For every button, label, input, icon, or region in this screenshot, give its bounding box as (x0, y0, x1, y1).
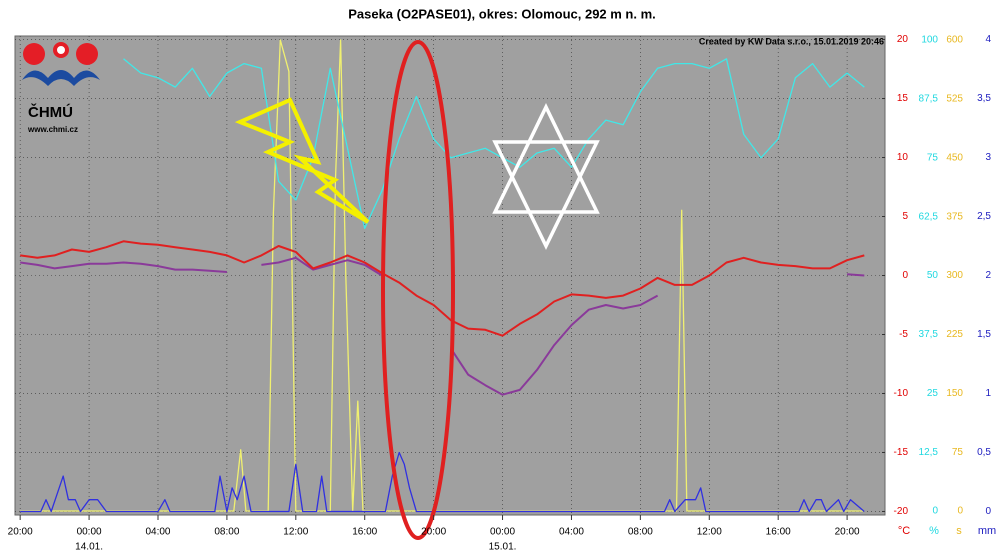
x-tick-label: 16:00 (766, 527, 791, 538)
y-tick-label: 25 (927, 388, 939, 399)
logo-name: ČHMÚ (28, 103, 73, 121)
axis-unit: mm (978, 525, 996, 537)
y-tick-label: 62,5 (919, 211, 939, 222)
x-tick-label: 20:00 (835, 527, 860, 538)
x-tick-label: 20:00 (421, 527, 446, 538)
y-tick-label: 150 (946, 388, 963, 399)
y-tick-label: 225 (946, 329, 963, 340)
y-tick-label: 75 (927, 152, 939, 163)
x-tick-label: 20:00 (8, 527, 33, 538)
y-tick-label: 0,5 (977, 447, 991, 458)
plot-area (14, 35, 886, 516)
y-tick-label: -5 (899, 329, 908, 340)
series-line (20, 240, 865, 337)
y-tick-label: 4 (985, 34, 991, 45)
series-line (20, 256, 865, 396)
axis-unit: % (929, 525, 939, 537)
y-tick-label: 0 (985, 506, 991, 517)
y-tick-label: 5 (902, 211, 908, 222)
series-line (20, 451, 865, 513)
y-tick-label: 525 (946, 94, 963, 105)
y-tick-label: 0 (932, 506, 938, 517)
credit: Created by KW Data s.r.o., 15.01.2019 20… (699, 36, 884, 46)
x-tick-label: 08:00 (628, 527, 653, 538)
date-label: 14.01. (75, 542, 103, 553)
y-tick-label: 2 (985, 270, 991, 281)
x-tick-label: 16:00 (352, 527, 377, 538)
y-tick-label: -20 (894, 506, 909, 517)
y-tick-label: 100 (921, 35, 938, 46)
logo: ČHMÚ www.chmi.cz (22, 42, 100, 134)
y-tick-label: 12,5 (919, 447, 939, 458)
y-tick-label: 0 (902, 270, 908, 281)
x-tick-label: 00:00 (77, 527, 102, 538)
date-label: 15.01. (489, 542, 517, 553)
x-tick-label: 04:00 (559, 527, 584, 538)
series-line (123, 58, 865, 230)
y-tick-label: -15 (894, 447, 909, 458)
y-tick-label: 75 (952, 447, 964, 458)
axis-unit: °C (898, 525, 910, 537)
y-tick-label: 37,5 (919, 329, 939, 340)
lightning-symbol (234, 97, 370, 224)
y-tick-label: 1,5 (977, 329, 991, 340)
y-tick-label: 3,5 (977, 93, 991, 104)
axis-unit: s (956, 525, 962, 537)
y-tick-label: 20 (897, 34, 909, 45)
x-tick-label: 12:00 (697, 527, 722, 538)
y-tick-label: 3 (985, 152, 991, 163)
y-tick-label: 2,5 (977, 211, 991, 222)
x-tick-label: 00:00 (490, 527, 515, 538)
y-tick-label: 600 (946, 35, 963, 46)
series-layer (20, 39, 865, 513)
y-tick-label: 375 (946, 211, 963, 222)
x-tick-label: 12:00 (283, 527, 308, 538)
logo-shape (22, 70, 100, 86)
y-tick-label: 450 (946, 152, 963, 163)
highlight-ellipse (381, 40, 455, 540)
y-tick-label: 15 (897, 93, 909, 104)
y-tick-label: 300 (946, 270, 963, 281)
x-tick-label: 08:00 (214, 527, 239, 538)
logo-url: www.chmi.cz (27, 125, 78, 134)
chart-title: Paseka (O2PASE01), okres: Olomouc, 292 m… (348, 6, 656, 21)
y-tick-label: -10 (894, 388, 909, 399)
y-tick-label: 87,5 (919, 94, 939, 105)
y-tick-label: 0 (957, 506, 963, 517)
y-tick-label: 1 (985, 388, 991, 399)
y-tick-label: 50 (927, 270, 939, 281)
annotations (234, 40, 600, 540)
y-tick-label: 10 (897, 152, 909, 163)
logo-shape (53, 42, 69, 58)
x-tick-label: 04:00 (145, 527, 170, 538)
logo-shape (23, 43, 45, 65)
star-symbol (492, 102, 600, 250)
logo-shape (76, 43, 98, 65)
